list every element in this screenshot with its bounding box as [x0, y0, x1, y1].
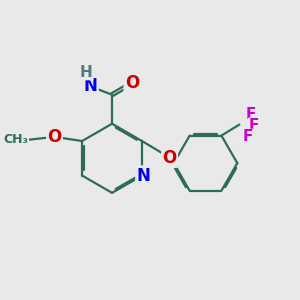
- Text: O: O: [163, 148, 177, 166]
- Text: F: F: [249, 118, 259, 134]
- Text: F: F: [246, 106, 256, 122]
- Text: N: N: [84, 77, 98, 95]
- Text: H: H: [80, 64, 93, 80]
- Text: O: O: [47, 128, 61, 146]
- Text: O: O: [125, 74, 139, 92]
- Text: CH₃: CH₃: [3, 133, 28, 146]
- Text: N: N: [136, 167, 150, 184]
- Text: F: F: [242, 130, 253, 145]
